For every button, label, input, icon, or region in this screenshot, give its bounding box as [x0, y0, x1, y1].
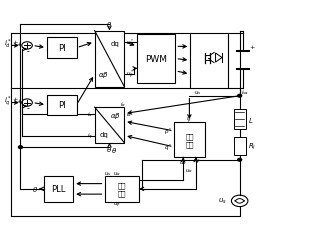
- FancyBboxPatch shape: [95, 31, 124, 87]
- Text: PI: PI: [58, 44, 66, 53]
- FancyBboxPatch shape: [174, 123, 205, 158]
- Text: $\theta$: $\theta$: [32, 185, 39, 194]
- Text: $i_\alpha$: $i_\alpha$: [87, 110, 93, 118]
- Text: dq: dq: [111, 41, 120, 47]
- FancyBboxPatch shape: [105, 176, 139, 202]
- Circle shape: [238, 159, 242, 161]
- FancyBboxPatch shape: [44, 176, 73, 202]
- FancyBboxPatch shape: [137, 35, 175, 84]
- FancyBboxPatch shape: [234, 110, 246, 129]
- Text: 电压
计算: 电压 计算: [118, 182, 126, 196]
- Text: +: +: [12, 40, 17, 45]
- Circle shape: [19, 146, 23, 149]
- Text: $L$: $L$: [248, 115, 254, 124]
- Text: $u_\alpha$: $u_\alpha$: [113, 169, 120, 177]
- Text: $i_q^*$: $i_q^*$: [4, 94, 12, 108]
- Text: -: -: [26, 104, 29, 113]
- Text: $u_\beta^*$: $u_\beta^*$: [126, 69, 134, 81]
- Text: $i_\alpha$: $i_\alpha$: [119, 100, 126, 109]
- Text: PLL: PLL: [51, 185, 66, 194]
- Text: $i_\beta^*$: $i_\beta^*$: [186, 114, 193, 126]
- Text: $\theta$: $\theta$: [111, 145, 117, 154]
- Text: $i_q$: $i_q$: [87, 131, 93, 142]
- Text: +: +: [250, 45, 255, 50]
- Text: $\alpha\beta$: $\alpha\beta$: [110, 111, 121, 121]
- Text: $\alpha\beta$: $\alpha\beta$: [98, 69, 109, 79]
- Text: -: -: [26, 47, 29, 56]
- FancyBboxPatch shape: [234, 137, 246, 155]
- Text: $q^*$: $q^*$: [164, 142, 172, 152]
- Text: $u_s$: $u_s$: [217, 196, 226, 206]
- Text: $u_\beta$: $u_\beta$: [193, 157, 201, 166]
- Text: $p^*$: $p^*$: [164, 126, 172, 136]
- Text: +: +: [16, 41, 22, 46]
- Text: $u_\beta$: $u_\beta$: [113, 200, 120, 210]
- Circle shape: [238, 95, 242, 98]
- Text: +: +: [16, 98, 22, 103]
- Text: +: +: [12, 97, 17, 101]
- Polygon shape: [215, 54, 222, 63]
- Text: $u_s$: $u_s$: [104, 169, 112, 177]
- FancyBboxPatch shape: [95, 108, 124, 143]
- Text: PWM: PWM: [145, 55, 167, 64]
- FancyBboxPatch shape: [47, 95, 76, 116]
- Text: dq: dq: [99, 132, 108, 138]
- Text: $u_\alpha$: $u_\alpha$: [179, 158, 187, 166]
- Text: $i_\alpha$: $i_\alpha$: [126, 110, 132, 118]
- FancyBboxPatch shape: [190, 34, 228, 88]
- Text: $\theta$: $\theta$: [106, 144, 113, 153]
- Text: $i_d^*$: $i_d^*$: [4, 37, 12, 51]
- Text: $\theta$: $\theta$: [106, 20, 113, 29]
- Text: $u_\alpha^*$: $u_\alpha^*$: [126, 37, 134, 48]
- Text: $R_l$: $R_l$: [248, 141, 256, 151]
- Text: $u_\alpha$: $u_\alpha$: [185, 166, 193, 174]
- Text: 电流
计算: 电流 计算: [185, 133, 194, 147]
- Text: $u_s$: $u_s$: [194, 88, 201, 96]
- Text: PI: PI: [58, 101, 66, 110]
- Text: $i_{sa}$: $i_{sa}$: [241, 87, 249, 96]
- FancyBboxPatch shape: [47, 38, 76, 59]
